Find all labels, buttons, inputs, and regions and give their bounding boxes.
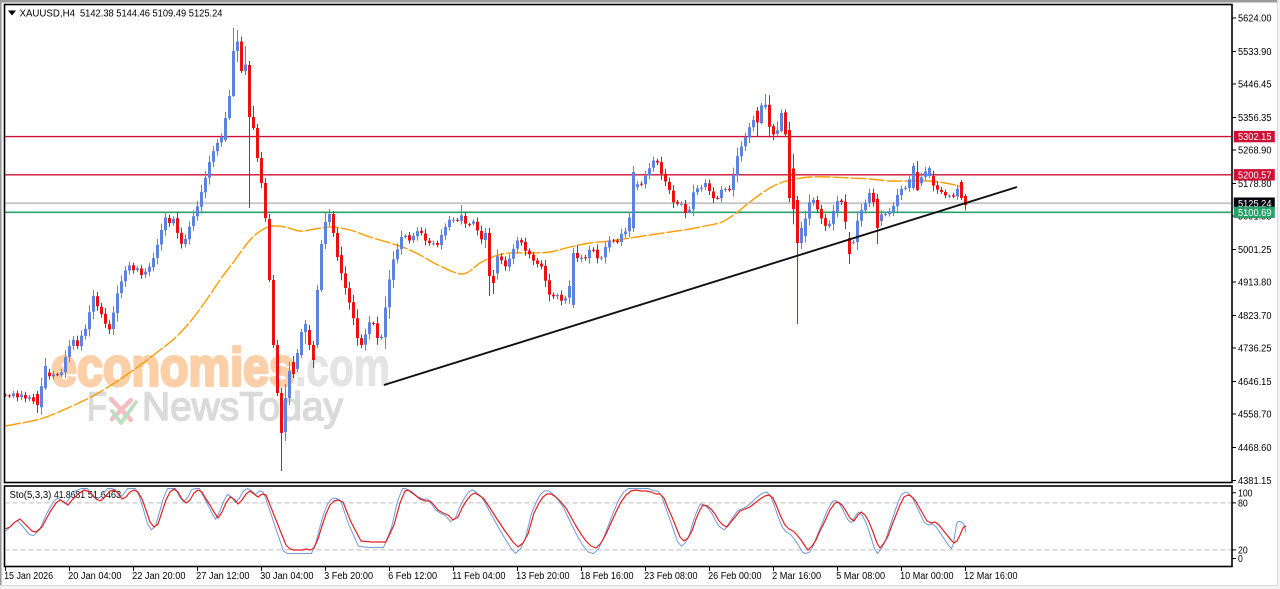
svg-text:5302.15: 5302.15 — [1238, 132, 1272, 143]
svg-text:Sto(5,3,3): Sto(5,3,3) — [10, 490, 52, 501]
svg-text:5001.25: 5001.25 — [1238, 245, 1272, 256]
svg-text:4913.80: 4913.80 — [1238, 278, 1272, 289]
svg-text:.com: .com — [295, 338, 390, 398]
svg-text:18 Feb 16:00: 18 Feb 16:00 — [580, 571, 634, 582]
svg-text:F: F — [87, 385, 107, 429]
svg-text:NewsToday: NewsToday — [142, 385, 343, 429]
svg-text:4558.70: 4558.70 — [1238, 410, 1272, 421]
svg-text:13 Feb 20:00: 13 Feb 20:00 — [516, 571, 570, 582]
svg-text:5446.45: 5446.45 — [1238, 80, 1272, 91]
svg-text:4381.15: 4381.15 — [1238, 476, 1272, 487]
svg-text:30 Jan 04:00: 30 Jan 04:00 — [260, 571, 314, 582]
svg-text:5144.46: 5144.46 — [116, 9, 150, 20]
svg-text:5109.49: 5109.49 — [153, 9, 187, 20]
svg-text:51.6463: 51.6463 — [88, 490, 122, 501]
svg-text:4646.15: 4646.15 — [1238, 377, 1272, 388]
svg-text:20: 20 — [1238, 545, 1248, 556]
svg-text:11 Feb 04:00: 11 Feb 04:00 — [452, 571, 506, 582]
svg-text:5142.38: 5142.38 — [80, 9, 114, 20]
svg-text:5178.80: 5178.80 — [1238, 179, 1272, 190]
svg-text:15 Jan 2026: 15 Jan 2026 — [4, 571, 53, 582]
svg-text:26 Feb 00:00: 26 Feb 00:00 — [708, 571, 762, 582]
svg-text:100: 100 — [1238, 488, 1253, 499]
svg-text:23 Feb 08:00: 23 Feb 08:00 — [644, 571, 698, 582]
svg-text:5624.00: 5624.00 — [1238, 14, 1272, 25]
svg-text:XAUUSD,H4: XAUUSD,H4 — [20, 9, 76, 20]
svg-text:22 Jan 20:00: 22 Jan 20:00 — [132, 571, 186, 582]
svg-text:2 Mar 16:00: 2 Mar 16:00 — [772, 571, 821, 582]
svg-text:5100.69: 5100.69 — [1238, 208, 1272, 219]
svg-text:80: 80 — [1238, 499, 1248, 510]
svg-text:3 Feb 20:00: 3 Feb 20:00 — [324, 571, 373, 582]
svg-text:5125.24: 5125.24 — [189, 9, 223, 20]
svg-text:12 Mar 16:00: 12 Mar 16:00 — [964, 571, 1018, 582]
svg-text:4736.25: 4736.25 — [1238, 344, 1272, 355]
svg-text:5268.90: 5268.90 — [1238, 146, 1272, 157]
svg-text:4468.60: 4468.60 — [1238, 443, 1272, 454]
svg-text:41.8681: 41.8681 — [54, 490, 85, 501]
svg-text:5533.90: 5533.90 — [1238, 47, 1272, 58]
svg-text:0: 0 — [1238, 554, 1243, 565]
svg-text:6 Feb 12:00: 6 Feb 12:00 — [388, 571, 437, 582]
svg-text:5125.24: 5125.24 — [1238, 199, 1272, 210]
svg-text:4823.70: 4823.70 — [1238, 311, 1272, 322]
svg-text:5356.35: 5356.35 — [1238, 113, 1272, 124]
svg-text:economies: economies — [51, 338, 295, 398]
svg-text:20 Jan 04:00: 20 Jan 04:00 — [68, 571, 122, 582]
svg-text:5200.57: 5200.57 — [1238, 170, 1272, 181]
svg-text:10 Mar 00:00: 10 Mar 00:00 — [900, 571, 954, 582]
svg-text:5 Mar 08:00: 5 Mar 08:00 — [836, 571, 885, 582]
svg-text:27 Jan 12:00: 27 Jan 12:00 — [196, 571, 250, 582]
